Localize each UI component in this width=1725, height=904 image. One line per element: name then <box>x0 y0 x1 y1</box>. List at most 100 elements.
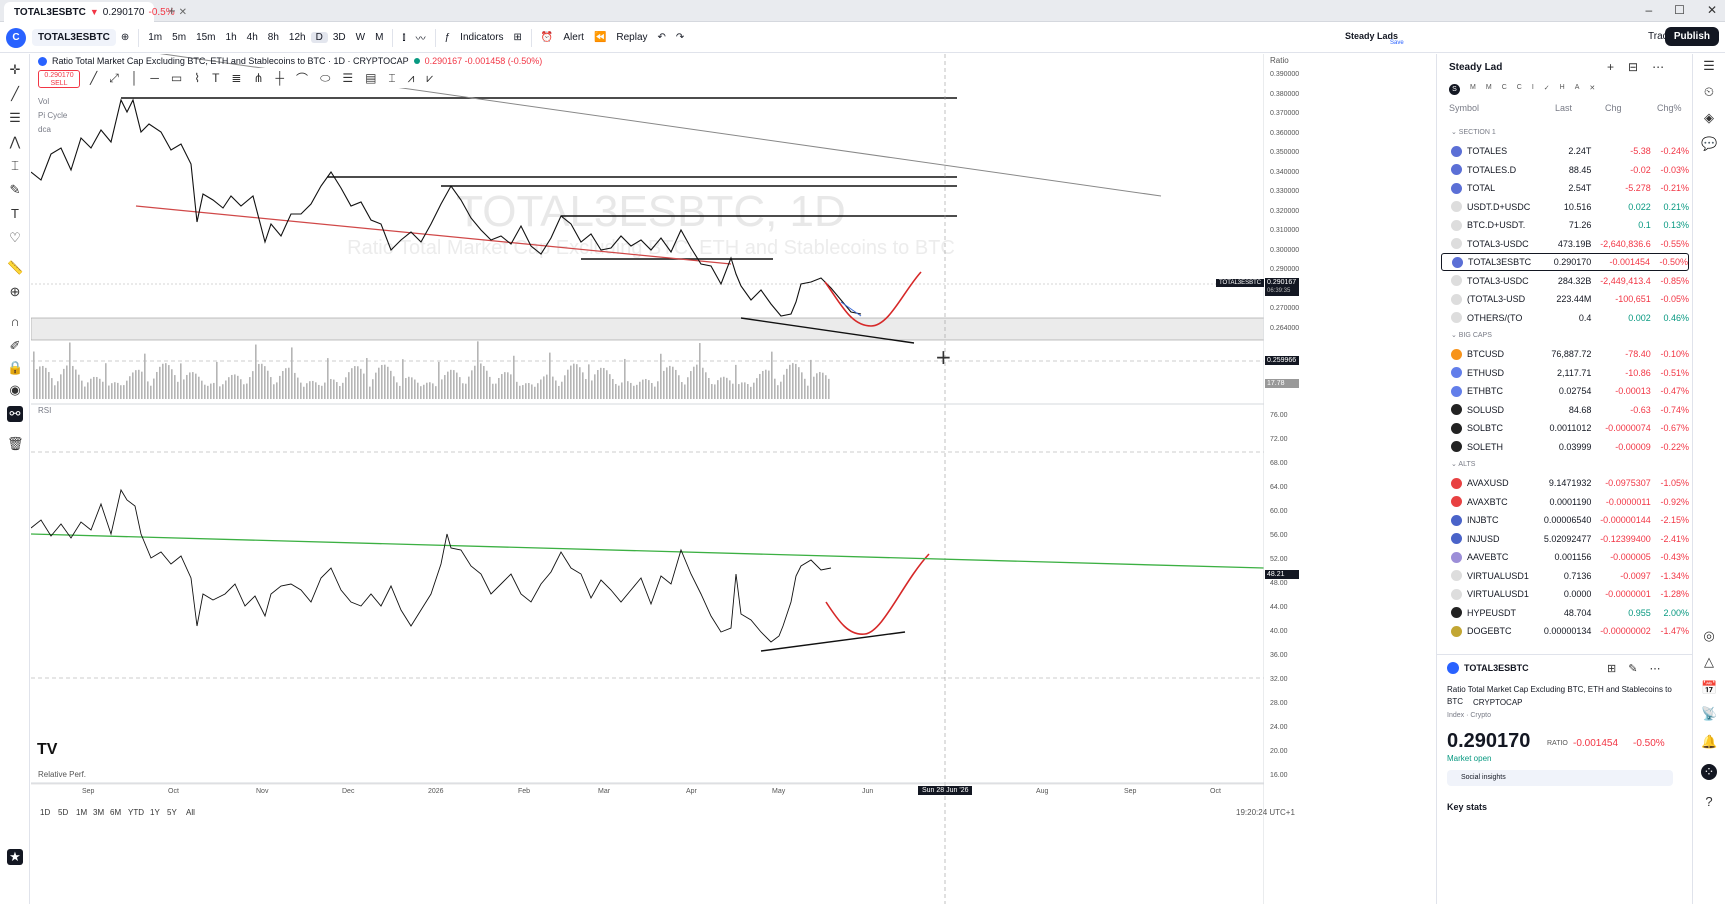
interval-12h[interactable]: 12h <box>288 32 306 43</box>
target-icon[interactable]: ◎ <box>1703 628 1715 643</box>
key-stats-heading[interactable]: Key stats <box>1447 802 1488 812</box>
watchlist-row[interactable]: SOLETH 0.03999 -0.00009 -0.22% <box>1441 438 1689 456</box>
rsi-support-line[interactable] <box>760 631 906 652</box>
watchlist-row[interactable]: TOTAL 2.54T -5.278 -0.21% <box>1441 179 1689 197</box>
indicators-icon[interactable]: ƒ <box>444 32 451 43</box>
arc-icon[interactable]: ⌒ <box>296 71 309 86</box>
path-icon[interactable]: ⌇ <box>194 71 201 85</box>
advanced-view-icon[interactable]: ⊟ <box>1628 60 1639 74</box>
add-symbol-icon[interactable]: + <box>1607 60 1615 74</box>
extended-line-icon[interactable]: ⤢ <box>109 70 119 85</box>
layout-name[interactable]: Steady Lads <box>1345 31 1399 41</box>
triangle-icon[interactable]: △ <box>1704 654 1714 669</box>
timeframe-ytd[interactable]: YTD <box>128 808 144 817</box>
social-insights-button[interactable]: Social insights <box>1447 770 1673 786</box>
watchlist-row[interactable]: TOTAL3-USDC 284.32B -2,449,413.4 -0.85% <box>1441 272 1689 290</box>
interval-1m[interactable]: 1m <box>148 32 163 43</box>
projection-icon[interactable]: ⌶ <box>11 158 19 173</box>
relative-perf-label[interactable]: Relative Perf. <box>38 770 87 779</box>
redo-icon[interactable]: ↷ <box>675 32 685 43</box>
tradingview-logo-icon[interactable]: TV <box>37 741 58 758</box>
flag-icon[interactable]: M <box>1470 84 1476 91</box>
timeframe-3m[interactable]: 3M <box>93 808 105 817</box>
calendar-icon[interactable]: 📅 <box>1701 680 1718 695</box>
watchlist-row[interactable]: OTHERS/(TO 0.4 0.002 0.46% <box>1441 309 1689 327</box>
line-type-icon[interactable]: 〰 <box>415 34 426 45</box>
more-icon[interactable]: ⋯ <box>1652 60 1665 74</box>
support-trendline[interactable] <box>740 317 915 344</box>
watchlist-title[interactable]: Steady Lad <box>1449 62 1503 73</box>
trade-button[interactable]: Trade <box>1648 31 1674 42</box>
interval-4h[interactable]: 4h <box>246 32 258 43</box>
rsi-projection-curve[interactable] <box>825 553 930 635</box>
chat-icon[interactable]: 💬 <box>1701 136 1718 151</box>
close-window-icon[interactable]: ✕ <box>1706 3 1717 17</box>
wave2-icon[interactable]: ⩗ <box>426 70 434 85</box>
watchlist-row[interactable]: BTC.D+USDT. 71.26 0.1 0.13% <box>1441 216 1689 234</box>
rsi-trendline[interactable] <box>31 533 1264 569</box>
timeframe-1y[interactable]: 1Y <box>150 808 160 817</box>
lock-drawing-icon[interactable]: ✐ <box>9 338 21 353</box>
timeframe-5d[interactable]: 5D <box>58 808 69 817</box>
layers-icon[interactable]: ◈ <box>1704 110 1714 125</box>
timeframe-1d[interactable]: 1D <box>40 808 51 817</box>
projection-curve[interactable] <box>824 271 922 327</box>
col-symbol[interactable]: Symbol <box>1449 103 1480 113</box>
timeframe-all[interactable]: All <box>186 808 195 817</box>
watchlist-section-header[interactable]: ⌄ BIG CAPS <box>1451 332 1492 339</box>
watchlist-row[interactable]: TOTALES.D 88.45 -0.02 -0.03% <box>1441 161 1689 179</box>
ray-icon[interactable]: ╱ <box>90 71 98 85</box>
layouts-icon[interactable]: ⊞ <box>513 32 522 43</box>
interval-1h[interactable]: 1h <box>225 32 237 43</box>
watchlist-row[interactable]: (TOTAL3-USD 223.44M -100,651 -0.05% <box>1441 290 1689 308</box>
trendline-icon[interactable]: ╱ <box>11 86 19 101</box>
col-last[interactable]: Last <box>1555 103 1573 113</box>
watchlist-row[interactable]: VIRTUALUSD1 0.7136 -0.0097 -1.34% <box>1441 567 1689 585</box>
watchlist-row[interactable]: AVAXBTC 0.0001190 -0.0000011 -0.92% <box>1441 493 1689 511</box>
watchlist-row[interactable]: TOTAL3-USDC 473.19B -2,640,836.6 -0.55% <box>1441 235 1689 253</box>
flag-icon[interactable]: M <box>1485 84 1492 91</box>
flag-all-icon[interactable]: S <box>1449 84 1460 95</box>
ellipse-icon[interactable]: ⬭ <box>320 70 331 85</box>
watchlist-row[interactable]: VIRTUALUSD1 0.0000 -0.0000001 -1.28% <box>1441 585 1689 603</box>
watchlist-section-header[interactable]: ⌄ ALTS <box>1451 461 1476 468</box>
more-icon[interactable]: ⋯ <box>1649 663 1661 675</box>
avatar[interactable]: C <box>6 27 26 48</box>
brush-icon[interactable]: ✎ <box>9 182 21 197</box>
interval-3d[interactable]: 3D <box>332 32 346 43</box>
help-icon[interactable]: ? <box>1705 794 1713 809</box>
flag-icon[interactable]: H <box>1559 84 1565 91</box>
broadcast-icon[interactable]: 📡 <box>1701 706 1718 721</box>
zoom-icon[interactable]: ⊕ <box>9 284 21 299</box>
watchlist-row[interactable]: HYPEUSDT 48.704 0.955 2.00% <box>1441 604 1689 622</box>
maximize-icon[interactable]: ☐ <box>1674 3 1685 17</box>
watchlist-section-header[interactable]: ⌄ SECTION 1 <box>1451 129 1496 136</box>
compare-icon[interactable]: ⊕ <box>120 32 130 43</box>
watchlist-row[interactable]: INJUSD 5.02092477 -0.12399400 -2.41% <box>1441 530 1689 548</box>
link-icon[interactable]: ⚯ <box>7 406 23 422</box>
watchlist-row[interactable]: SOLUSD 84.68 -0.63 -0.74% <box>1441 401 1689 419</box>
wave-icon[interactable]: ⩘ <box>407 70 415 85</box>
alerts-icon[interactable]: ⏲ <box>1703 84 1715 99</box>
publish-button[interactable]: Publish <box>1664 27 1719 46</box>
sell-button[interactable]: 0.290170 SELL <box>38 70 80 88</box>
notifications-icon[interactable]: 🔔 <box>1701 734 1718 749</box>
pattern-icon[interactable]: ⋀ <box>9 134 21 149</box>
watchlist-row[interactable]: TOTAL3ESBTC 0.290170 -0.001454 -0.50% <box>1441 253 1689 271</box>
watchlist-row[interactable]: AVAXUSD 9.1471932 -0.0975307 -1.05% <box>1441 474 1689 492</box>
trendline-red[interactable] <box>135 205 732 265</box>
watchlist-row[interactable]: ETHBTC 0.02754 -0.00013 -0.47% <box>1441 382 1689 400</box>
watchlist-row[interactable]: BTCUSD 76,887.72 -78.40 -0.10% <box>1441 345 1689 363</box>
edit-icon[interactable]: ✎ <box>1628 663 1638 675</box>
watchlist-row[interactable]: DOGEBTC 0.00000134 -0.00000002 -1.47% <box>1441 622 1689 640</box>
channel-icon[interactable]: ▤ <box>365 71 377 85</box>
fib-icon[interactable]: ☰ <box>9 110 21 125</box>
alert-icon[interactable]: ⏰ <box>540 32 554 43</box>
legend-dca[interactable]: dca <box>38 125 51 134</box>
interval-15m[interactable]: 15m <box>196 32 216 43</box>
watchlist-row[interactable]: TOTALES 2.24T -5.38 -0.24% <box>1441 142 1689 160</box>
pitchfork-icon[interactable]: ⋔ <box>253 71 264 85</box>
clock[interactable]: 19:20:24 UTC+1 <box>1236 808 1295 817</box>
grid-icon[interactable]: ⊞ <box>1607 663 1617 675</box>
indicators-button[interactable]: Indicators <box>460 32 504 43</box>
